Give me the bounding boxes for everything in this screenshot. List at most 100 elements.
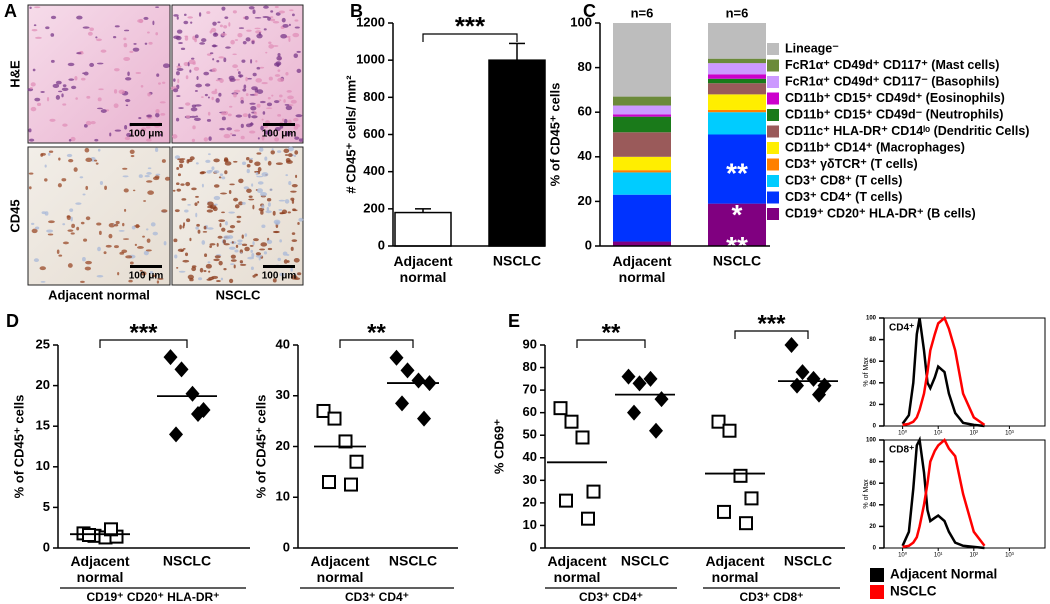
cell: [61, 178, 67, 182]
cell: [288, 23, 291, 27]
cell: [290, 197, 295, 201]
cell: [219, 127, 225, 131]
cell: [114, 223, 119, 227]
cell: [89, 62, 95, 67]
cell: [122, 238, 130, 240]
cell: [152, 231, 158, 236]
cell: [96, 275, 104, 278]
cell: [155, 173, 161, 176]
bar-segment: [708, 74, 766, 79]
cell: [186, 159, 190, 164]
cell: [193, 66, 200, 71]
cell: [83, 238, 88, 242]
cell: [237, 242, 243, 246]
bar-segment: [708, 112, 766, 135]
cell: [230, 263, 235, 266]
legend-label: NSCLC: [890, 584, 937, 599]
scale-bar-label: 100 μm: [129, 129, 164, 140]
cell: [61, 87, 69, 91]
cell: [187, 16, 193, 19]
cell: [281, 118, 285, 122]
cell: [283, 259, 288, 264]
legend-swatch: [767, 158, 779, 171]
y-tick-label: 60: [523, 404, 537, 419]
cell: [193, 117, 201, 121]
y-axis-label: % of CD45⁺ cells: [253, 395, 268, 499]
cell: [173, 78, 176, 82]
cell: [143, 250, 149, 256]
cell: [250, 106, 257, 111]
bar-segment: [613, 23, 671, 97]
cell: [272, 20, 280, 24]
y-tick-label: 70: [523, 382, 537, 397]
cell: [97, 97, 102, 102]
y-tick-label: 5: [43, 499, 50, 514]
cell: [173, 14, 179, 17]
cell: [249, 102, 256, 105]
cell: [132, 47, 140, 52]
cell: [190, 107, 198, 112]
cell: [83, 71, 89, 76]
legend-swatch: [870, 568, 884, 582]
cell: [223, 267, 227, 271]
cell: [67, 62, 75, 67]
cell: [180, 47, 186, 51]
cell: [117, 271, 120, 276]
cell: [218, 260, 223, 266]
y-tick-label: 200: [363, 200, 385, 215]
cell: [199, 171, 205, 175]
legend-swatch: [767, 59, 779, 72]
cell: [206, 209, 214, 213]
cell: [184, 36, 189, 41]
cell: [256, 33, 263, 39]
y-tick-label: 60: [869, 359, 876, 365]
cell: [278, 199, 286, 202]
cell: [201, 183, 204, 188]
micrograph-bg: [27, 4, 171, 144]
x-tick-label: 10¹: [934, 431, 943, 437]
cell: [157, 82, 161, 85]
y-tick-label: 1000: [356, 52, 385, 67]
cell: [244, 246, 250, 252]
cell: [146, 180, 153, 183]
cell: [85, 157, 93, 163]
cell: [262, 15, 269, 19]
legend-swatch: [767, 142, 779, 154]
cell: [145, 126, 151, 129]
cell: [191, 187, 197, 191]
x-tick-label: 10¹: [934, 553, 943, 559]
cell: [203, 71, 210, 76]
cell: [46, 96, 50, 102]
cell: [174, 155, 181, 160]
cell: [123, 37, 127, 41]
data-point: [344, 477, 358, 492]
significance-label: ***: [455, 11, 486, 41]
cell: [224, 16, 229, 19]
legend-swatch: [767, 76, 779, 88]
cell: [114, 245, 119, 249]
cell: [261, 81, 268, 85]
cell: [205, 263, 212, 269]
cell: [173, 238, 178, 243]
cell: [270, 10, 274, 13]
cell: [272, 210, 276, 216]
cell: [146, 238, 151, 243]
data-point: [564, 414, 579, 429]
cell: [143, 200, 147, 202]
cell: [68, 139, 72, 142]
bar-label: n=6: [726, 5, 749, 20]
cell: [206, 11, 211, 14]
y-tick-label: 20: [869, 402, 876, 408]
cell: [207, 111, 211, 116]
cell: [175, 117, 180, 122]
y-tick-label: 10: [276, 489, 290, 504]
cell: [252, 274, 256, 278]
cell: [266, 102, 273, 107]
cell: [278, 10, 285, 14]
cell: [295, 114, 303, 118]
cell: [108, 233, 113, 239]
bar-segment: [613, 116, 671, 133]
data-point: [790, 377, 804, 394]
cell: [289, 9, 294, 12]
cell: [226, 127, 233, 131]
